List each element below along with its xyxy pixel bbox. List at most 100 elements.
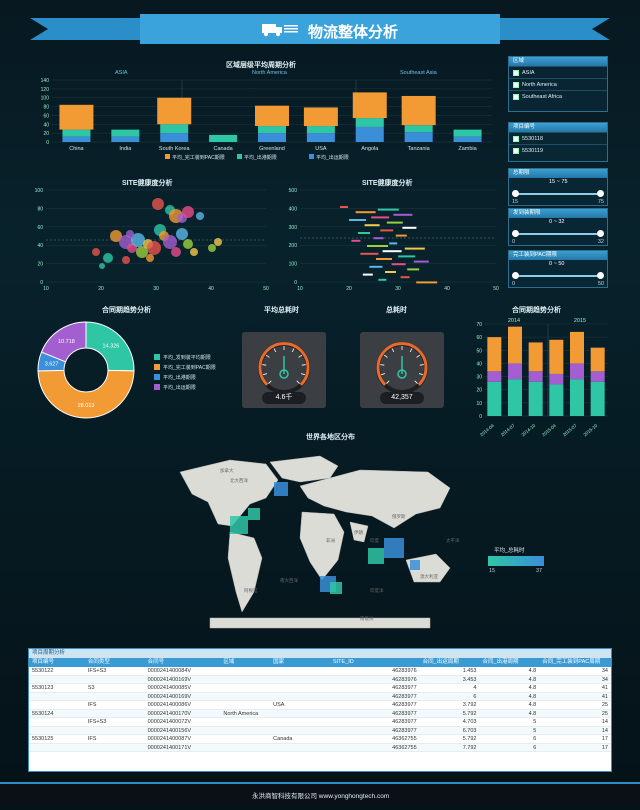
slider-knob-min[interactable] <box>512 272 519 279</box>
x-tick-label: 50 <box>263 286 269 292</box>
column-header[interactable]: 合同类型 <box>87 659 110 665</box>
table-row[interactable]: IFS+S3 0000241400072V 46283977 4.703 5 14 <box>29 718 611 727</box>
table-row[interactable]: 5530123 S3 0000241400085V 46283977 4 4.8 41 <box>29 684 611 693</box>
gauge-tick <box>262 373 268 376</box>
gauge-dial <box>376 342 428 394</box>
table-row[interactable]: 0000241400171V 46362755 7.792 6 17 <box>29 743 611 752</box>
table-cell: IFS+S3 <box>87 668 107 674</box>
slice-label: 3.627 <box>45 362 59 368</box>
bar-segment <box>590 347 605 372</box>
gantt-bar <box>364 224 380 227</box>
table-cell: 46362755 <box>392 736 417 742</box>
table-cell <box>220 667 270 675</box>
footer <box>0 784 640 804</box>
avg-time-gauge: 4.6千 <box>242 332 326 408</box>
checkbox-icon[interactable] <box>513 135 519 142</box>
table-row[interactable]: IFS 0000241400086V USA 46283977 3.792 4.8 25 <box>29 701 611 710</box>
table-row[interactable]: 0000241400156V 46283977 6.703 5 14 <box>29 726 611 735</box>
column-header[interactable]: 区域 <box>223 659 235 665</box>
bar-segment <box>508 379 522 416</box>
gantt-bar <box>377 208 399 211</box>
range-slider[interactable] <box>509 186 607 200</box>
table-row[interactable]: 0000241400169V 46283977 6 4.8 41 <box>29 692 611 701</box>
project-option-5530119[interactable]: 5530119 <box>509 144 607 156</box>
table-cell: S3 <box>87 685 95 691</box>
region-option-north-america[interactable]: North America <box>509 78 607 90</box>
region-marker <box>330 582 342 594</box>
slider-knob-min[interactable] <box>512 190 519 197</box>
x-tick-label: South Korea <box>159 146 191 152</box>
table-row[interactable]: 5530124 0000241400170V North America 462839… <box>29 709 611 718</box>
bubble <box>122 256 130 264</box>
bar2-title: 合同期趋势分析 <box>512 307 561 314</box>
land-shape <box>227 531 263 613</box>
bubble <box>182 206 194 218</box>
checkbox-icon[interactable] <box>513 81 519 88</box>
bar-segment <box>355 118 384 127</box>
project-option-5530118[interactable]: 5530118 <box>509 132 607 144</box>
table-row[interactable]: 5530125 IFS 0000241400087V Canada 46362755 5.… <box>29 735 611 744</box>
table-cell <box>29 701 85 709</box>
region-option-asia[interactable]: ASIA <box>509 66 607 78</box>
bubble <box>183 239 193 249</box>
table-row[interactable]: 5530122 IFS+S3 0000241400084V 46283976 1.453… <box>29 667 611 676</box>
x-tick-label: 20 <box>98 286 104 292</box>
legend-swatch <box>154 364 160 370</box>
column-header[interactable]: 国家 <box>273 659 285 665</box>
place-label: 澳大利亚 <box>420 573 438 580</box>
slider-knob-max[interactable] <box>597 190 604 197</box>
table-cell: 25 <box>601 702 608 708</box>
column-header[interactable]: SITE_ID <box>332 659 354 665</box>
legend-label: 平均_发到装平均期限 <box>163 354 211 361</box>
table-cell: 34 <box>601 676 608 683</box>
place-label: 北大西洋 <box>230 477 248 484</box>
gantt-bar <box>389 242 398 245</box>
table-cell <box>220 735 270 743</box>
gauge-tick <box>265 354 270 358</box>
slider-max: 50 <box>597 281 604 287</box>
table-cell: 3.453 <box>462 676 477 683</box>
slider-knob-max[interactable] <box>597 272 604 279</box>
checkbox-icon[interactable] <box>513 69 519 76</box>
table-cell: 0000241400170V <box>147 710 192 717</box>
place-label: 南极洲 <box>360 615 374 622</box>
table-row[interactable]: 0000241400169V 46283976 3.453 4.8 34 <box>29 675 611 684</box>
checkbox-icon[interactable] <box>513 147 519 154</box>
column-header[interactable]: 合同_出运周期 <box>422 659 459 665</box>
regional-bar-chart: 140 120 100 80 60 40 20 0 China India South Korea C… <box>41 78 492 161</box>
range-slider[interactable] <box>509 226 607 240</box>
column-header[interactable]: 合同_出港周期 <box>482 659 519 665</box>
table-cell <box>220 693 270 701</box>
bubble <box>99 263 105 269</box>
y-tick-label: 0 <box>40 280 43 286</box>
column-header[interactable]: 合同号 <box>147 659 165 665</box>
slider-knob-max[interactable] <box>597 230 604 237</box>
gauge2-title: 总耗时 <box>386 307 407 314</box>
donut-title: 合同期趋势分析 <box>102 307 151 314</box>
gauge-tick <box>262 364 267 366</box>
column-header[interactable]: 合同_完工装到PAC周期 <box>542 659 601 665</box>
checkbox-icon[interactable] <box>513 93 519 100</box>
x-tick-label: Tanzania <box>408 146 431 152</box>
project-period-table: 项目周期分析 项目编号 合同类型 合同号 区域 国家 SITE_ID 合同_出运周期 合同_出… <box>28 648 612 772</box>
x-tick-label: Greenland <box>259 146 285 152</box>
table-cell: 4.8 <box>528 676 537 683</box>
legend-label: 平均_出运期限 <box>316 154 349 161</box>
gantt-bar <box>407 268 420 271</box>
gantt-bar <box>416 281 438 284</box>
bar-segment <box>303 107 338 127</box>
column-header[interactable]: 项目编号 <box>32 659 55 665</box>
slider-range: 0 ~ 32 <box>549 219 565 225</box>
gauge-dial <box>258 342 310 394</box>
slice-label: 10.718 <box>58 339 75 345</box>
table-cell: 17 <box>601 736 608 742</box>
table-cell: IFS <box>87 702 97 708</box>
region-option-southeast-africa[interactable]: Southeast Africa <box>509 90 607 102</box>
bar-segment <box>62 136 91 142</box>
table-body: 5530122 IFS+S3 0000241400084V 46283976 1.453… <box>29 667 611 752</box>
range-slider[interactable] <box>509 268 607 282</box>
table-cell: 4.8 <box>528 710 537 717</box>
slider-knob-min[interactable] <box>512 230 519 237</box>
bubble <box>163 235 177 249</box>
